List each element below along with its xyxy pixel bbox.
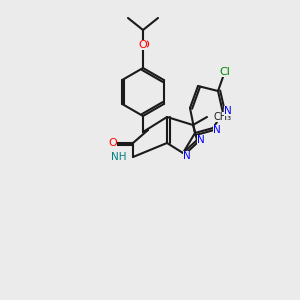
Text: CH₃: CH₃ xyxy=(213,112,231,122)
Text: O: O xyxy=(109,138,117,148)
Text: O: O xyxy=(141,40,149,50)
Text: N: N xyxy=(213,125,221,135)
Text: Cl: Cl xyxy=(220,67,230,77)
Text: N: N xyxy=(224,106,232,116)
Text: N: N xyxy=(183,151,191,161)
Text: NH: NH xyxy=(112,152,127,162)
Text: N: N xyxy=(197,135,205,145)
Text: O: O xyxy=(139,40,147,50)
